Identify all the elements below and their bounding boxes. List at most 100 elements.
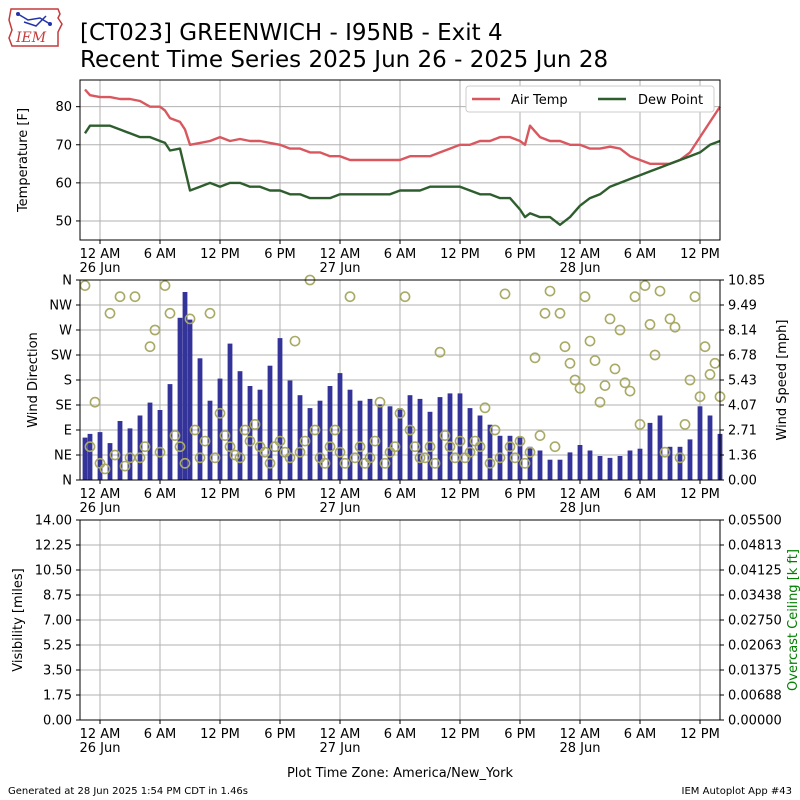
wind-direction-point <box>394 407 406 419</box>
wind-direction-point <box>154 446 166 458</box>
x-tick-label: 6 AM <box>384 487 417 502</box>
wind-direction-point <box>219 430 231 441</box>
wind-direction-point <box>409 441 421 453</box>
wind-direction-point <box>639 280 651 291</box>
wind-speed-bar <box>707 415 713 480</box>
wind-direction-point <box>329 424 341 436</box>
wind-direction-point <box>699 341 711 353</box>
x-tick-label: 6 PM <box>504 247 535 262</box>
visibility-axis-label: Visibility [miles] <box>11 568 26 671</box>
wind-direction-point <box>104 307 116 319</box>
wind-direction-point <box>454 435 466 447</box>
wind-speed-bar <box>637 448 643 480</box>
visibility-ticks: 0.00 1.75 3.50 5.25 7.00 8.75 10.50 12.25 14.00 <box>35 514 80 729</box>
x-tick-label: 6 PM <box>264 247 295 262</box>
y2-tick-label: 8.14 <box>728 324 757 339</box>
wind-direction-point <box>114 291 126 303</box>
wind-direction-point <box>129 291 141 303</box>
wind-speed-bar <box>437 397 443 480</box>
wind-direction-point <box>399 291 411 303</box>
wind-speed-bar <box>317 400 323 480</box>
wind-direction-point <box>704 368 716 380</box>
y-tick-label: 50 <box>55 214 72 229</box>
y-tick-label: 14.00 <box>35 514 72 529</box>
wind-direction-point <box>599 380 611 391</box>
wind-direction-point <box>569 374 581 386</box>
wind-direction-point <box>284 452 296 464</box>
x-tick-label: 6 AM <box>624 487 657 502</box>
x-tick-label: 12 AM <box>560 727 601 742</box>
wind-speed-bar <box>177 317 183 480</box>
wind-direction-point <box>669 321 681 333</box>
x-tick-date: 27 Jun <box>320 261 361 276</box>
x-tick-label: 12 PM <box>680 727 720 742</box>
wind-direction-point <box>689 291 701 303</box>
wind-direction-point <box>519 457 531 469</box>
wind-speed-bar <box>537 450 543 480</box>
wind-direction-point <box>139 441 151 453</box>
y-tick-label: 60 <box>55 176 72 191</box>
wind-direction-point <box>204 307 216 319</box>
wind-direction-point <box>369 435 381 447</box>
wind-speed-bar <box>117 421 123 480</box>
temperature-y-ticks: 50 60 70 80 <box>55 100 80 229</box>
x-tick-label: 6 PM <box>264 727 295 742</box>
wind-speed-bar <box>577 445 583 480</box>
x-tick-label: 12 AM <box>320 487 361 502</box>
y2-tick-label: 0.00688 <box>728 689 782 704</box>
wind-direction-point <box>209 452 221 464</box>
wind-direction-point <box>164 307 176 319</box>
wind-speed-bar <box>337 373 343 480</box>
y-tick-label: 1.75 <box>43 689 72 704</box>
wind-speed-bar <box>567 452 573 480</box>
x-tick-label: 6 AM <box>624 727 657 742</box>
wind-direction-point <box>659 446 671 458</box>
wind-speed-bar <box>277 338 283 480</box>
x-tick-date: 27 Jun <box>320 501 361 516</box>
wind-speed-bar <box>397 408 403 480</box>
x-tick-label: 12 AM <box>320 247 361 262</box>
wind-direction-point <box>319 457 331 469</box>
wind-direction-point <box>199 435 211 447</box>
x-tick-label: 6 PM <box>264 487 295 502</box>
wind-direction-point <box>434 346 446 358</box>
y2-tick-label: 0.02063 <box>728 639 782 654</box>
wind-direction-point <box>299 435 311 447</box>
y-tick-label: 8.75 <box>43 589 72 604</box>
y-tick-label: 80 <box>55 100 72 115</box>
y2-tick-label: 6.78 <box>728 349 757 364</box>
wind-direction-point <box>479 402 491 414</box>
wind-direction-point <box>429 457 441 469</box>
y-tick-label: 10.50 <box>35 564 72 579</box>
wind-direction-point <box>514 435 526 447</box>
wind-direction-point <box>444 441 456 453</box>
wind-speed-bar <box>417 398 423 480</box>
y2-tick-label: 0.00000 <box>728 714 782 729</box>
wind-direction-point <box>664 313 676 325</box>
x-tick-label: 12 PM <box>200 247 240 262</box>
wind-direction-point <box>249 418 261 430</box>
wind-speed-bar <box>387 406 393 480</box>
y-tick-label: NE <box>54 449 72 464</box>
x-tick-date: 28 Jun <box>560 261 601 276</box>
wind-direction-point <box>344 291 356 303</box>
y-tick-label: 5.25 <box>43 639 72 654</box>
wind-direction-point <box>574 382 586 394</box>
wind-direction-point <box>524 446 536 458</box>
y2-tick-label: 1.36 <box>728 449 757 464</box>
x-tick-label: 12 PM <box>440 487 480 502</box>
ceiling-axis-label: Overcast Ceiling [k ft] <box>786 549 800 691</box>
chart-title-line1: [CT023] GREENWICH - I95NB - Exit 4 <box>80 20 503 46</box>
y-tick-label: N <box>62 474 72 489</box>
wind-speed-bar <box>227 343 233 480</box>
wind-direction-point <box>674 452 686 464</box>
visibility-panel: 0.001.753.505.257.008.7510.5012.2514.00 … <box>11 514 800 757</box>
wind-direction-point <box>264 457 276 469</box>
y2-tick-label: 4.07 <box>728 399 757 414</box>
wind-direction-point <box>509 452 521 464</box>
x-tick-label: 12 PM <box>440 247 480 262</box>
y-tick-label: W <box>59 324 72 339</box>
